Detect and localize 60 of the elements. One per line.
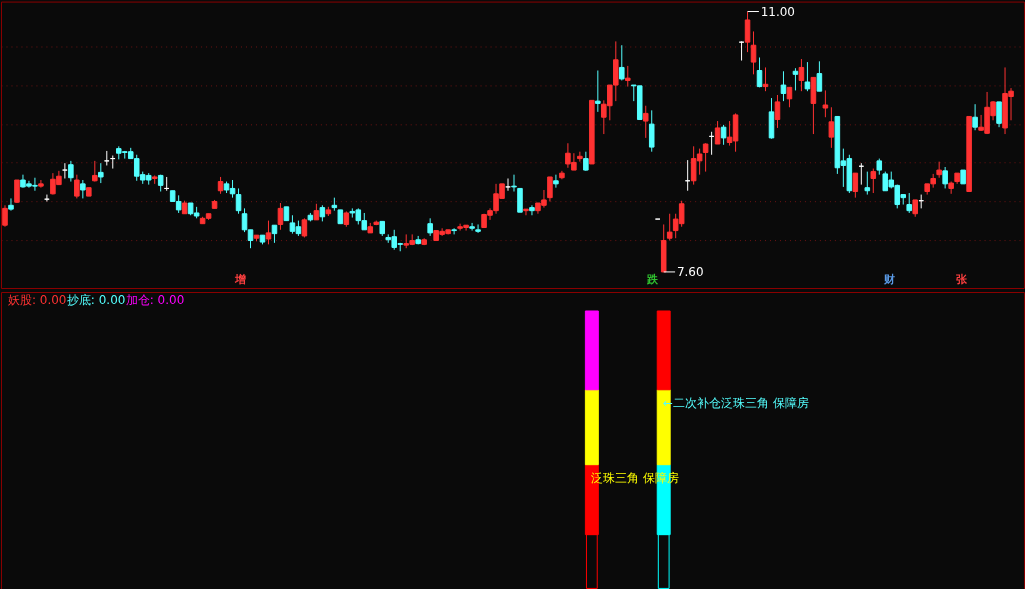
candlestick (511, 174, 517, 193)
annotation: 张 (956, 273, 969, 287)
candlestick (277, 202, 284, 231)
candlestick (804, 61, 811, 92)
bar (584, 389, 599, 466)
candlestick (265, 220, 272, 245)
candlestick (906, 192, 912, 214)
candlestick (720, 124, 727, 146)
candlestick (702, 142, 709, 173)
candlestick (92, 160, 98, 183)
candlestick (756, 56, 763, 88)
candlestick (714, 120, 721, 145)
candlestick (80, 179, 86, 199)
candlestick (553, 174, 559, 189)
candlestick (74, 174, 80, 199)
candlestick (798, 58, 805, 92)
candlestick (828, 106, 835, 149)
candlestick (792, 67, 799, 91)
candlestick (235, 187, 242, 215)
candlestick (816, 60, 823, 92)
candlestick (822, 89, 829, 118)
candlestick (595, 70, 601, 113)
bar (584, 310, 599, 391)
candlestick (864, 171, 871, 196)
candlestick (642, 105, 649, 139)
candlestick (2, 204, 8, 228)
candlestick (750, 30, 757, 75)
candlestick (529, 204, 535, 216)
annotation: 财 (882, 273, 895, 287)
candlestick (98, 162, 104, 184)
candlestick (666, 213, 673, 242)
candlestick (8, 197, 14, 212)
candlestick (780, 70, 787, 102)
candlestick (852, 172, 859, 199)
annotation: 增 (233, 273, 246, 287)
candlestick (996, 101, 1002, 128)
candlestick (619, 44, 625, 81)
annotation: 7.60 (676, 264, 704, 279)
candlestick (744, 11, 751, 53)
candlestick (547, 176, 553, 202)
candlestick (648, 109, 655, 153)
candlestick (774, 94, 781, 129)
candlestick (942, 166, 948, 189)
candlestick (38, 179, 44, 189)
candlestick (475, 223, 481, 234)
candlestick (451, 227, 457, 235)
text: 加仓: 0.00 (125, 292, 185, 307)
candlestick (583, 151, 589, 172)
text: 抄底: 0.00 (66, 292, 126, 307)
candlestick (68, 160, 74, 183)
annotation: 11.00 (760, 4, 795, 19)
candlestick (517, 187, 523, 213)
candlestick (870, 168, 877, 194)
text: 妖股: 0.00 (7, 292, 67, 307)
candlestick (523, 208, 529, 216)
candlestick (469, 222, 475, 232)
annotation: 跌 (646, 273, 660, 287)
candlestick (972, 103, 978, 131)
candlestick (625, 65, 631, 88)
candlestick (577, 151, 583, 163)
